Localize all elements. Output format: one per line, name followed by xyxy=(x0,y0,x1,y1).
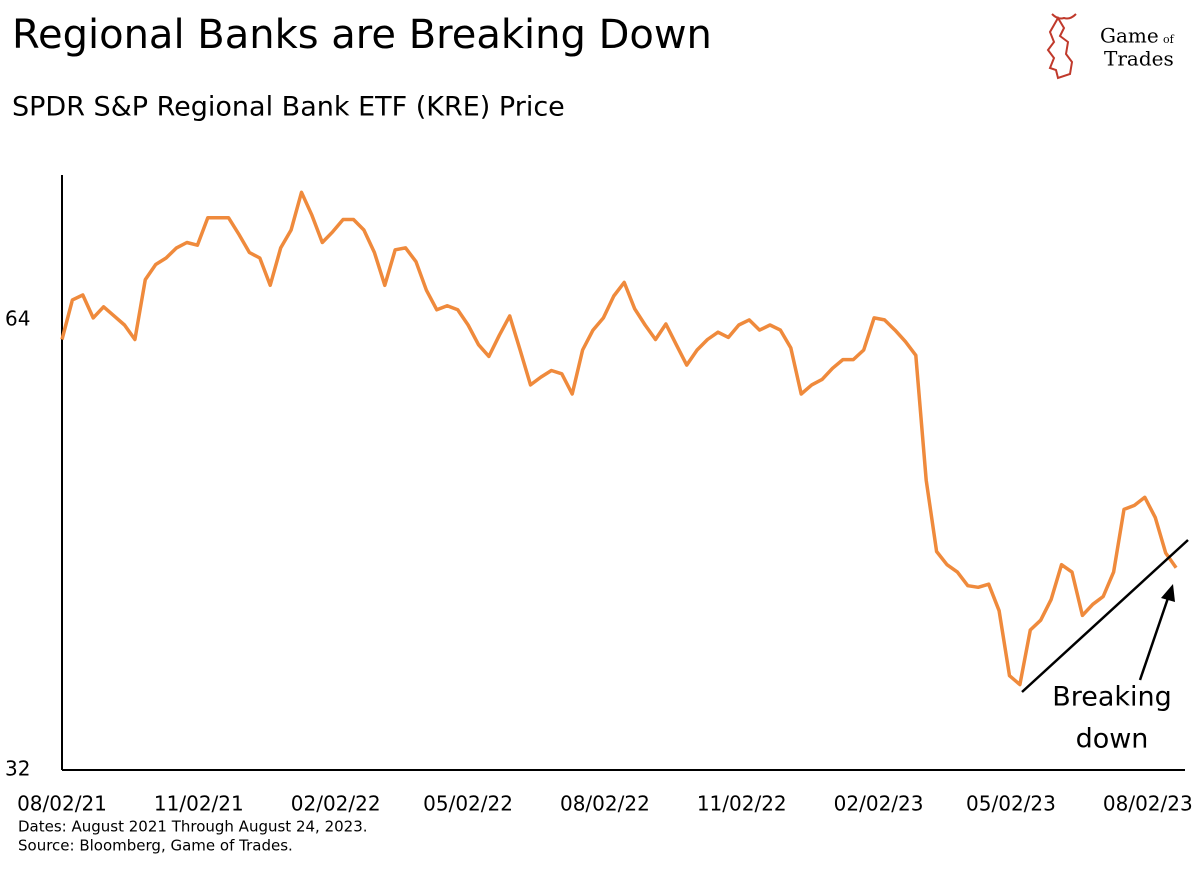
chart-subtitle: SPDR S&P Regional Bank ETF (KRE) Price xyxy=(12,92,565,123)
arrow-head xyxy=(1161,584,1175,602)
x-tick-label: 11/02/22 xyxy=(697,792,787,816)
x-tick-label: 08/02/21 xyxy=(17,792,107,816)
x-tick-label: 08/02/22 xyxy=(560,792,650,816)
price-line xyxy=(60,190,1178,687)
annotation: down xyxy=(1076,724,1149,755)
note: Source: Bloomberg, Game of Trades. xyxy=(18,837,293,855)
trend-line xyxy=(1021,539,1189,693)
x-tick-label: 11/02/21 xyxy=(154,792,244,816)
annotation: Breaking xyxy=(1052,682,1172,713)
logo: Game of Trades xyxy=(1046,13,1175,80)
logo-word: of xyxy=(1163,33,1175,46)
x-tick-label: 08/02/23 xyxy=(1103,792,1193,816)
logo-word: Trades xyxy=(1104,47,1174,71)
logo-horns xyxy=(1051,13,1077,20)
x-tick-label: 02/02/23 xyxy=(834,792,924,816)
logo-word: Game xyxy=(1100,24,1159,48)
arrow-shaft xyxy=(1138,597,1170,681)
x-tick-label: 02/02/22 xyxy=(291,792,381,816)
x-tick-label: 05/02/22 xyxy=(423,792,513,816)
x-tick-label: 05/02/23 xyxy=(966,792,1056,816)
logo-icon xyxy=(1046,16,1074,80)
note: Dates: August 2021 Through August 24, 20… xyxy=(18,818,368,836)
y-tick-label: 64 xyxy=(5,306,30,330)
chart-title: Regional Banks are Breaking Down xyxy=(12,12,712,58)
y-tick-label: 32 xyxy=(5,757,30,781)
